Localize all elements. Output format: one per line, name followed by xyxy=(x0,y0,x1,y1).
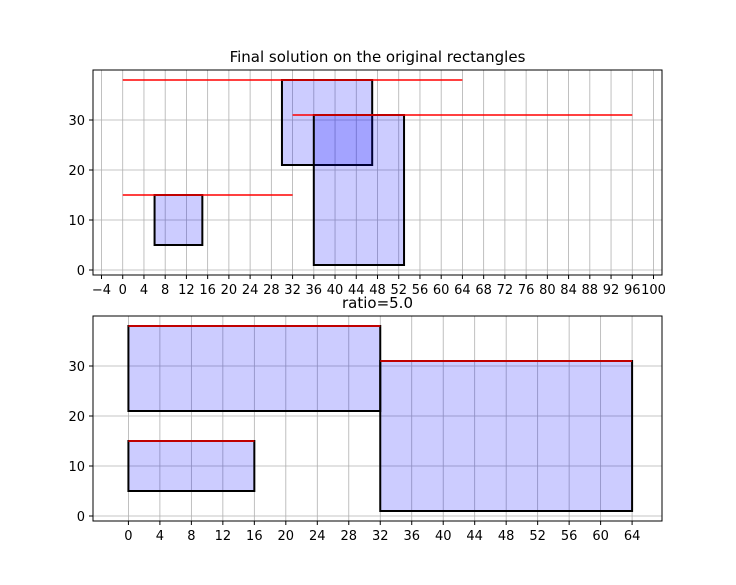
y-tick-label: 10 xyxy=(68,214,85,229)
rectangle-1 xyxy=(127,325,382,412)
x-tick-label: 88 xyxy=(582,283,599,298)
x-tick-label: 32 xyxy=(372,529,389,544)
x-axis-ticks: −4 0 4 8 12 16 20 24 28 32 36 40 44 48 52 56 60 64 68 72 76 8… xyxy=(92,275,666,298)
rectangle-2 xyxy=(280,79,374,166)
x-tick-label: 12 xyxy=(178,283,195,298)
x-tick-label: −4 xyxy=(92,283,111,298)
x-tick-label: 44 xyxy=(348,283,365,298)
rectangles xyxy=(153,79,406,266)
x-tick-label: 8 xyxy=(161,283,169,298)
x-tick-label: 16 xyxy=(246,529,263,544)
x-tick-label: 36 xyxy=(306,283,323,298)
bottom-subplot: ratio=5.0 0 4 8 12 16 20 24 28 32 36 40 44 48 52 56 60 6… xyxy=(68,294,663,544)
bottom-subplot-title: ratio=5.0 xyxy=(342,294,413,312)
y-tick-label: 10 xyxy=(68,460,85,475)
x-tick-label: 64 xyxy=(624,529,641,544)
gridlines xyxy=(93,70,662,275)
gridlines xyxy=(93,316,662,521)
x-tick-label: 36 xyxy=(403,529,420,544)
rectangle-1 xyxy=(153,194,204,246)
x-tick-label: 28 xyxy=(263,283,280,298)
x-tick-label: 48 xyxy=(369,283,386,298)
x-tick-label: 56 xyxy=(412,283,429,298)
x-tick-label: 68 xyxy=(475,283,492,298)
x-tick-label: 28 xyxy=(341,529,358,544)
red-lines xyxy=(128,325,633,442)
x-tick-label: 20 xyxy=(278,529,295,544)
x-tick-label: 32 xyxy=(284,283,301,298)
rectangle-3 xyxy=(379,360,634,512)
x-axis-ticks: 0 4 8 12 16 20 24 28 32 36 40 44 48 52 56 60 64 xyxy=(124,521,640,544)
y-tick-label: 20 xyxy=(68,410,85,425)
x-tick-label: 76 xyxy=(518,283,535,298)
x-tick-label: 48 xyxy=(498,529,515,544)
x-tick-label: 40 xyxy=(435,529,452,544)
x-tick-label: 40 xyxy=(327,283,344,298)
x-tick-label: 60 xyxy=(592,529,609,544)
rectangles xyxy=(127,325,634,512)
axes-frame xyxy=(92,315,663,522)
y-tick-label: 20 xyxy=(68,164,85,179)
rectangle-3 xyxy=(312,114,406,266)
red-lines xyxy=(122,79,633,196)
y-tick-label: 30 xyxy=(68,360,85,375)
x-tick-label: 64 xyxy=(454,283,471,298)
x-tick-label: 44 xyxy=(466,529,483,544)
x-tick-label: 8 xyxy=(187,529,195,544)
x-tick-label: 24 xyxy=(309,529,326,544)
x-tick-label: 84 xyxy=(560,283,577,298)
top-subplot: Final solution on the original rectangle… xyxy=(68,48,665,298)
x-tick-label: 4 xyxy=(156,529,164,544)
x-tick-label: 52 xyxy=(529,529,546,544)
x-tick-label: 100 xyxy=(641,283,666,298)
x-tick-label: 24 xyxy=(242,283,259,298)
y-tick-label: 0 xyxy=(77,264,85,279)
x-tick-label: 12 xyxy=(215,529,232,544)
y-axis-ticks: 0 10 20 30 xyxy=(68,114,93,279)
x-tick-label: 60 xyxy=(433,283,450,298)
x-tick-label: 72 xyxy=(497,283,514,298)
x-tick-label: 52 xyxy=(390,283,407,298)
x-tick-label: 20 xyxy=(221,283,238,298)
x-tick-label: 56 xyxy=(561,529,578,544)
x-tick-label: 92 xyxy=(603,283,620,298)
top-subplot-title: Final solution on the original rectangle… xyxy=(230,48,526,66)
x-tick-label: 80 xyxy=(539,283,556,298)
y-tick-label: 0 xyxy=(77,510,85,525)
x-tick-label: 16 xyxy=(199,283,216,298)
x-tick-label: 4 xyxy=(140,283,148,298)
y-tick-label: 30 xyxy=(68,114,85,129)
x-tick-label: 96 xyxy=(624,283,641,298)
y-axis-ticks: 0 10 20 30 xyxy=(68,360,93,525)
rectangle-2 xyxy=(127,440,256,492)
x-tick-label: 0 xyxy=(119,283,127,298)
x-tick-label: 0 xyxy=(124,529,132,544)
